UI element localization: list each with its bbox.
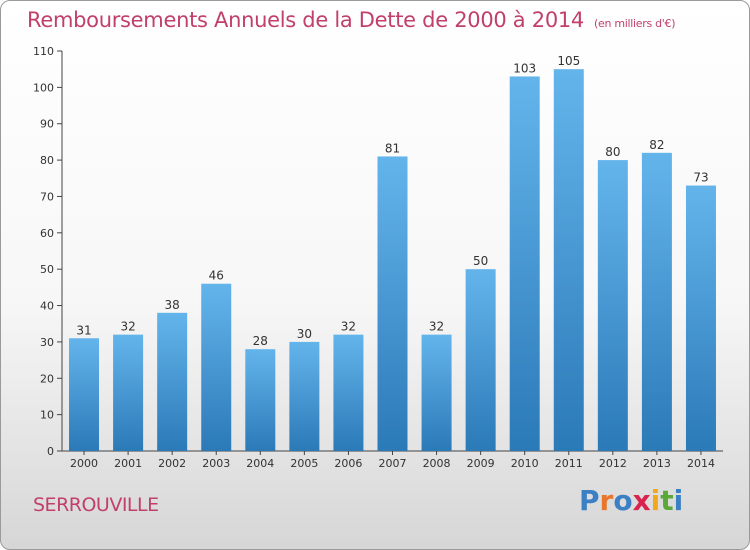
value-label-2002: 38 (165, 298, 180, 312)
bar-2005 (289, 341, 320, 451)
chart-unit: (en milliers d'€) (594, 17, 676, 30)
bars (69, 69, 716, 452)
value-label-2001: 32 (120, 320, 135, 334)
chart-title: Remboursements Annuels de la Dette de 20… (27, 8, 675, 32)
axes: 0 10 20 30 40 50 60 70 80 90 100 110 2000 2001 2002 200… (33, 45, 723, 470)
y-tick-label: 0 (47, 445, 54, 458)
x-tick-label-2010: 2010 (511, 457, 539, 470)
y-tick-label: 40 (40, 300, 54, 313)
y-tick-label: 90 (40, 118, 54, 131)
bar-2007 (377, 156, 408, 452)
bar-2009 (465, 269, 496, 451)
y-tick-label: 10 (40, 409, 54, 422)
value-label-2011: 105 (557, 54, 580, 68)
bar-2002 (157, 312, 188, 451)
x-tick-label-2004: 2004 (246, 457, 274, 470)
logo-letter: x (632, 484, 651, 517)
logo-letter: r (599, 484, 614, 517)
bar-2003 (201, 283, 232, 451)
bar-2011 (553, 69, 584, 451)
value-label-2009: 50 (473, 254, 488, 268)
value-label-2008: 32 (429, 320, 444, 334)
y-tick-label: 100 (33, 81, 54, 94)
bar-2004 (245, 349, 276, 451)
town-name: SERROUVILLE (33, 494, 159, 516)
value-label-2014: 73 (693, 171, 708, 185)
proxiti-logo: Proxiti (579, 484, 683, 517)
x-tick-label-2008: 2008 (423, 457, 451, 470)
x-tick-label-2012: 2012 (599, 457, 627, 470)
bar-2014 (685, 185, 716, 451)
x-tick-label-2002: 2002 (158, 457, 186, 470)
y-tick-label: 50 (40, 263, 54, 276)
x-tick-label-2013: 2013 (643, 457, 671, 470)
value-label-2006: 32 (341, 320, 356, 334)
chart-title-text: Remboursements Annuels de la Dette de 20… (27, 8, 584, 32)
logo-letter: P (579, 484, 600, 517)
bar-2012 (597, 160, 628, 451)
value-label-2005: 30 (297, 327, 312, 341)
bar-2000 (69, 338, 100, 451)
y-tick-label: 30 (40, 336, 54, 349)
y-tick-label: 20 (40, 372, 54, 385)
logo-letter: o (613, 484, 633, 517)
value-label-2013: 82 (649, 138, 664, 152)
logo-letter: i (673, 484, 684, 517)
y-tick-label: 80 (40, 154, 54, 167)
logo-letter: i (650, 484, 661, 517)
value-label-2012: 80 (605, 145, 620, 159)
bar-2008 (421, 334, 452, 451)
y-tick-label: 60 (40, 227, 54, 240)
x-tick-label-2001: 2001 (114, 457, 142, 470)
logo-letter: t (660, 484, 674, 517)
bar-2010 (509, 76, 540, 452)
value-label-2003: 46 (209, 269, 224, 283)
x-tick-label-2011: 2011 (555, 457, 583, 470)
x-tick-label-2006: 2006 (334, 457, 362, 470)
x-tick-label-2003: 2003 (202, 457, 230, 470)
value-labels: 31 32 38 46 28 30 32 81 32 50 103 105 80 82 73 (76, 54, 708, 348)
bar-2013 (641, 152, 672, 451)
bar-2001 (113, 334, 144, 451)
value-label-2010: 103 (513, 61, 536, 75)
value-label-2004: 28 (253, 334, 268, 348)
x-tick-label-2009: 2009 (467, 457, 495, 470)
bar-2006 (333, 334, 364, 451)
value-label-2007: 81 (385, 141, 400, 155)
x-tick-label-2000: 2000 (70, 457, 98, 470)
y-tick-label: 70 (40, 190, 54, 203)
x-tick-label-2014: 2014 (687, 457, 715, 470)
value-label-2000: 31 (76, 323, 91, 337)
x-tick-label-2007: 2007 (379, 457, 407, 470)
x-tick-label-2005: 2005 (290, 457, 318, 470)
y-tick-label: 110 (33, 45, 54, 58)
